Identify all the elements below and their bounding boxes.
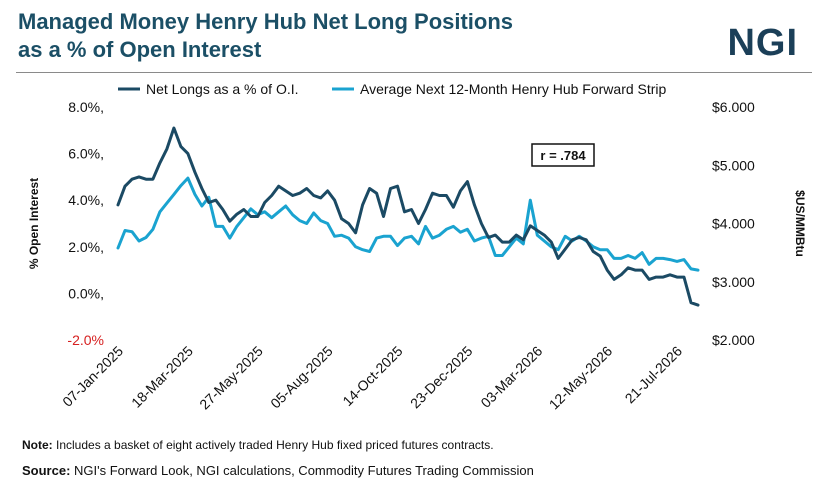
x-tick-label: 05-Aug-2025	[267, 343, 336, 412]
y2-tick-label: $3.000	[712, 274, 755, 290]
y-tick-label: 2.0%,	[68, 239, 104, 255]
y-axis-title: % Open Interest	[27, 178, 41, 269]
source-label: Source:	[22, 463, 71, 478]
y-tick-label: -2.0%	[67, 332, 104, 348]
chart-title: Managed Money Henry Hub Net Long Positio…	[18, 8, 638, 64]
y-tick-label: 6.0%,	[68, 146, 104, 162]
series-line-forward-strip	[116, 176, 700, 272]
y2-tick-label: $5.000	[712, 157, 755, 173]
y2-tick-label: $4.000	[712, 216, 755, 232]
source-line: Source: NGI's Forward Look, NGI calculat…	[22, 463, 534, 478]
annotation-box	[531, 143, 595, 167]
y-tick-label: 0.0%,	[68, 285, 104, 301]
x-tick-label: 12-May-2026	[546, 343, 616, 413]
note-text: Includes a basket of eight actively trad…	[52, 438, 494, 452]
x-tick-label: 07-Jan-2025	[59, 343, 126, 410]
title-divider	[16, 72, 812, 73]
ngi-logo: NGI	[727, 22, 798, 64]
x-tick-label: 14-Oct-2025	[339, 343, 405, 409]
note-label: Note:	[22, 438, 53, 452]
series-line-net-longs	[116, 126, 700, 307]
x-tick-label: 27-May-2025	[196, 343, 266, 413]
x-tick-label: 21-Jul-2026	[622, 343, 686, 407]
annotation-r-value: r = .784	[540, 148, 586, 163]
title-line-1: Managed Money Henry Hub Net Long Positio…	[18, 9, 514, 34]
y2-tick-label: $2.000	[712, 332, 755, 348]
y-tick-label: 4.0%,	[68, 192, 104, 208]
y2-axis-title: $US/MMBtu	[793, 190, 807, 257]
x-tick-label: 23-Dec-2025	[407, 343, 476, 412]
footnote: Note: Includes a basket of eight activel…	[22, 438, 494, 452]
title-line-2: as a % of Open Interest	[18, 37, 262, 62]
y-tick-label: 8.0%,	[68, 99, 104, 115]
source-text: NGI's Forward Look, NGI calculations, Co…	[70, 463, 534, 478]
y2-tick-label: $6.000	[712, 99, 755, 115]
legend-label-net-longs: Net Longs as a % of O.I.	[146, 81, 299, 97]
x-tick-label: 03-Mar-2026	[477, 343, 545, 411]
legend-label-forward-strip: Average Next 12-Month Henry Hub Forward …	[360, 81, 667, 97]
x-tick-label: 18-Mar-2025	[128, 343, 196, 411]
